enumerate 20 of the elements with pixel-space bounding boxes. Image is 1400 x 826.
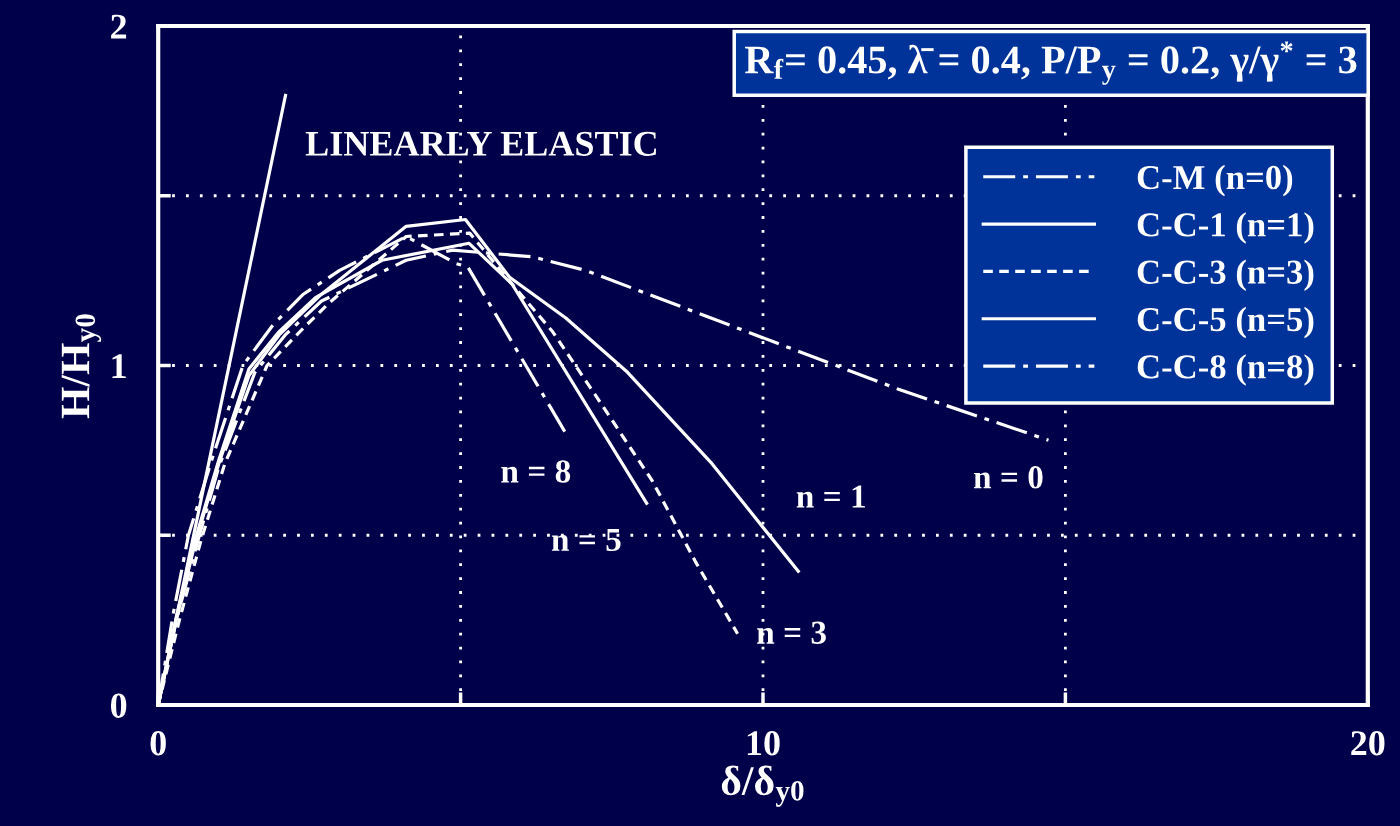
annotation: LINEARLY ELASTIC bbox=[305, 131, 656, 156]
legend-label: C-C-8 (n=8) bbox=[1137, 354, 1314, 386]
y-tick-label: 0 bbox=[110, 693, 127, 718]
annotation: n = 0 bbox=[973, 466, 1043, 489]
y-tick-label: 1 bbox=[112, 354, 126, 379]
legend-label: C-C-5 (n=5) bbox=[1137, 306, 1314, 339]
legend-label: C-M (n=0) bbox=[1137, 164, 1293, 197]
annotation: n = 1 bbox=[796, 485, 865, 508]
y-tick-label: 2 bbox=[111, 14, 127, 39]
x-axis-title: δ/δ$_{y0}$ bbox=[721, 765, 804, 807]
chart-title: R$_{f}$= 0.45, λ̄ = 0.4, P/P$_{y}$ = 0.2, γ/γ$^{*}$ = 3 bbox=[744, 41, 1357, 85]
annotation: n = 5 bbox=[551, 528, 621, 552]
legend-label: C-C-1 (n=1) bbox=[1137, 212, 1314, 244]
x-tick-label: 10 bbox=[747, 731, 780, 756]
annotation: n = 3 bbox=[757, 621, 826, 644]
x-tick-label: 20 bbox=[1351, 731, 1385, 756]
annotation: n = 8 bbox=[501, 460, 571, 483]
legend-label: C-C-3 (n=3) bbox=[1137, 259, 1314, 291]
x-tick-label: 0 bbox=[150, 731, 166, 756]
y-axis-title: H/H$_{y0}$ bbox=[61, 314, 102, 419]
